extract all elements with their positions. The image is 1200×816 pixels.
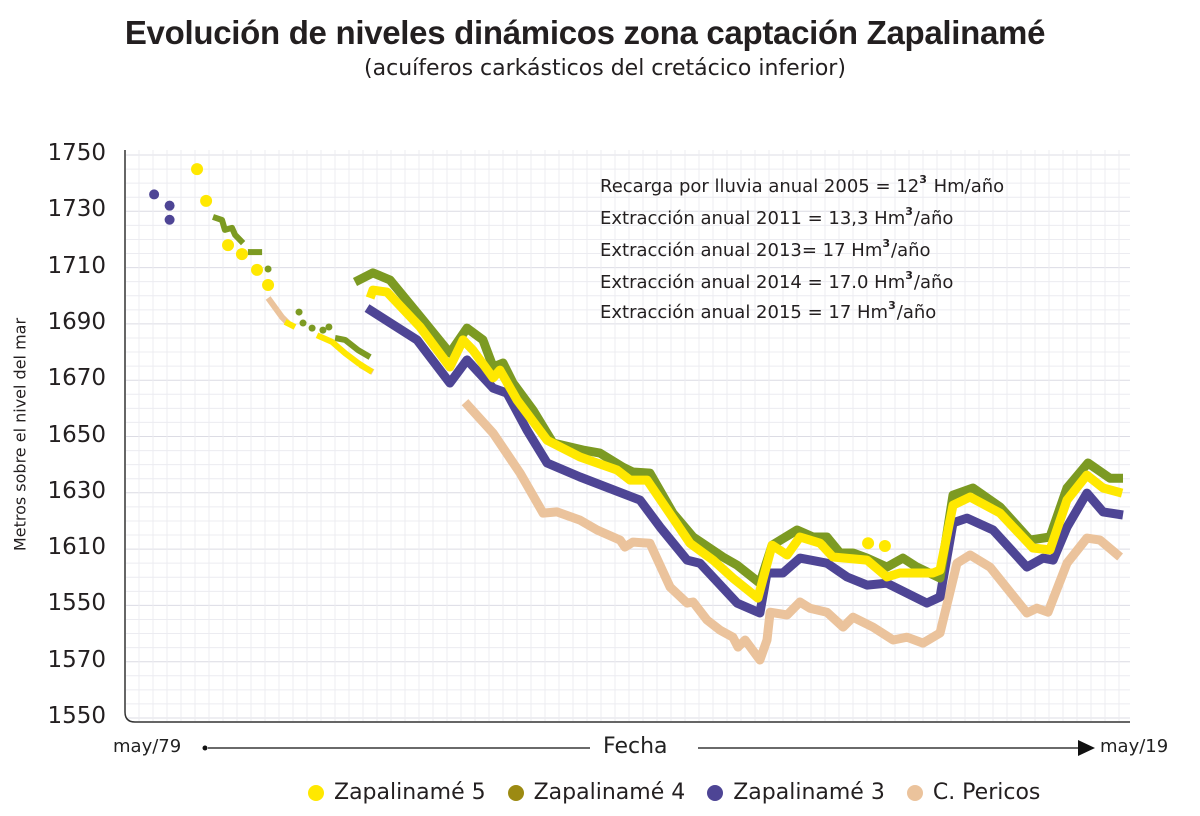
y-tick-label: 1610	[47, 534, 106, 561]
y-tick-label: 1750	[47, 140, 106, 166]
annotation-pre: Extracción anual 2011 = 13,3 Hm	[600, 208, 906, 229]
series-line-zapalinam-3	[364, 304, 1124, 618]
annotation-sup: 3	[919, 173, 927, 186]
series-point-zapalinam-4	[264, 265, 272, 273]
series-point-zapalinam-5	[222, 239, 235, 252]
series-point-zapalinam-4	[299, 319, 307, 327]
y-tick-label: 1730	[47, 196, 106, 223]
chart-title: Evolución de niveles dinámicos zona capt…	[124, 14, 1046, 51]
annotation-sup: 3	[888, 299, 896, 312]
annotation-pre: Recarga por lluvia anual 2005 = 12	[600, 176, 920, 197]
series-point-zapalinam-3	[164, 214, 175, 225]
axis-frame	[124, 150, 1130, 723]
annotation: Extracción anual 2014 = 17.0 Hm3/año	[600, 269, 953, 293]
series-point-zapalinam-5	[262, 279, 275, 292]
series-line-zapalinam-4	[334, 335, 372, 360]
legend-label: Zapalinamé 4	[533, 780, 686, 805]
series-line-c-pericos	[461, 399, 1123, 665]
series-line-zapalinam-5	[315, 332, 374, 375]
y-tick-label: 1570	[47, 646, 106, 673]
legend-item: Zapalinamé 4	[507, 780, 686, 805]
legend-item: C. Pericos	[906, 780, 1041, 805]
annotation-post: Hm/año	[927, 176, 1005, 197]
annotation-sup: 3	[882, 237, 891, 250]
legend-swatch-icon	[707, 784, 724, 801]
annotation-sup: 3	[905, 205, 913, 218]
annotation-post: /año	[913, 208, 954, 229]
series-point-zapalinam-5	[862, 537, 875, 550]
series-point-zapalinam-3	[164, 200, 175, 211]
annotation: Extracción anual 2011 = 13,3 Hm3/año	[600, 205, 953, 229]
x-axis-end-label: may/19	[1100, 736, 1169, 757]
legend-swatch-icon	[906, 784, 923, 801]
series-point-zapalinam-5	[235, 248, 248, 261]
annotation-post: /año	[896, 302, 937, 323]
series-line-zapalinam-5	[283, 319, 297, 330]
x-axis-arrow-icon	[1078, 740, 1095, 756]
y-tick-label: 1710	[47, 252, 106, 279]
annotation: Extracción anual 2015 = 17 Hm3/año	[600, 299, 936, 323]
legend-label: Zapalinamé 3	[733, 780, 885, 805]
annotation-sup: 3	[905, 269, 913, 282]
annotation-post: /año	[891, 240, 931, 261]
series-point-zapalinam-5	[878, 540, 891, 553]
y-axis-label: Metros sobre el nivel del mar	[10, 317, 30, 552]
annotation: Extracción anual 2013= 17 Hm3/año	[600, 237, 931, 261]
series-point-zapalinam-4	[319, 326, 327, 334]
legend-item: Zapalinamé 3	[707, 780, 885, 805]
series-layer	[149, 163, 1124, 665]
series-line-c-pericos	[265, 296, 291, 326]
series-point-zapalinam-5	[250, 263, 263, 276]
x-axis-label: Fecha	[603, 734, 668, 759]
legend: Zapalinamé 5 Zapalinamé 4 Zapalinamé 3 C. P…	[308, 780, 1062, 805]
y-tick-label: 1550	[47, 703, 106, 729]
series-point-zapalinam-5	[200, 194, 213, 207]
series-point-zapalinam-4	[295, 308, 303, 316]
annotation-pre: Extracción anual 2015 = 17 Hm	[600, 302, 889, 323]
y-tick-label: 1650	[47, 421, 106, 448]
y-tick-label: 1550	[47, 590, 106, 617]
annotation-pre: Extracción anual 2013= 17 Hm	[600, 240, 883, 261]
legend-label: C. Pericos	[932, 780, 1041, 805]
series-point-zapalinam-3	[149, 189, 160, 200]
series-point-zapalinam-4	[325, 323, 333, 331]
chart-subtitle: (acuíferos carkásticos del cretácico inf…	[364, 56, 846, 81]
legend-swatch-icon	[308, 784, 324, 801]
annotation-post: /año	[913, 272, 954, 293]
series-point-zapalinam-4	[308, 324, 316, 332]
series-line-zapalinam-5	[365, 285, 1124, 603]
x-axis-start-label: may/79	[113, 736, 182, 757]
annotation: Recarga por lluvia anual 2005 = 123 Hm/a…	[600, 173, 1004, 197]
legend-label: Zapalinamé 5	[334, 780, 486, 805]
x-axis-start-dot	[202, 745, 208, 751]
legend-swatch-icon	[507, 784, 524, 801]
y-tick-label: 1670	[47, 365, 106, 392]
series-line-zapalinam-4	[352, 268, 1123, 588]
legend-item: Zapalinamé 5	[308, 780, 486, 805]
y-tick-label: 1630	[47, 477, 106, 504]
grid	[126, 150, 1130, 721]
series-point-zapalinam-5	[191, 163, 204, 176]
y-tick-label: 1690	[47, 308, 106, 335]
series-line-zapalinam-4	[212, 214, 246, 246]
annotation-pre: Extracción anual 2014 = 17.0 Hm	[600, 272, 906, 293]
